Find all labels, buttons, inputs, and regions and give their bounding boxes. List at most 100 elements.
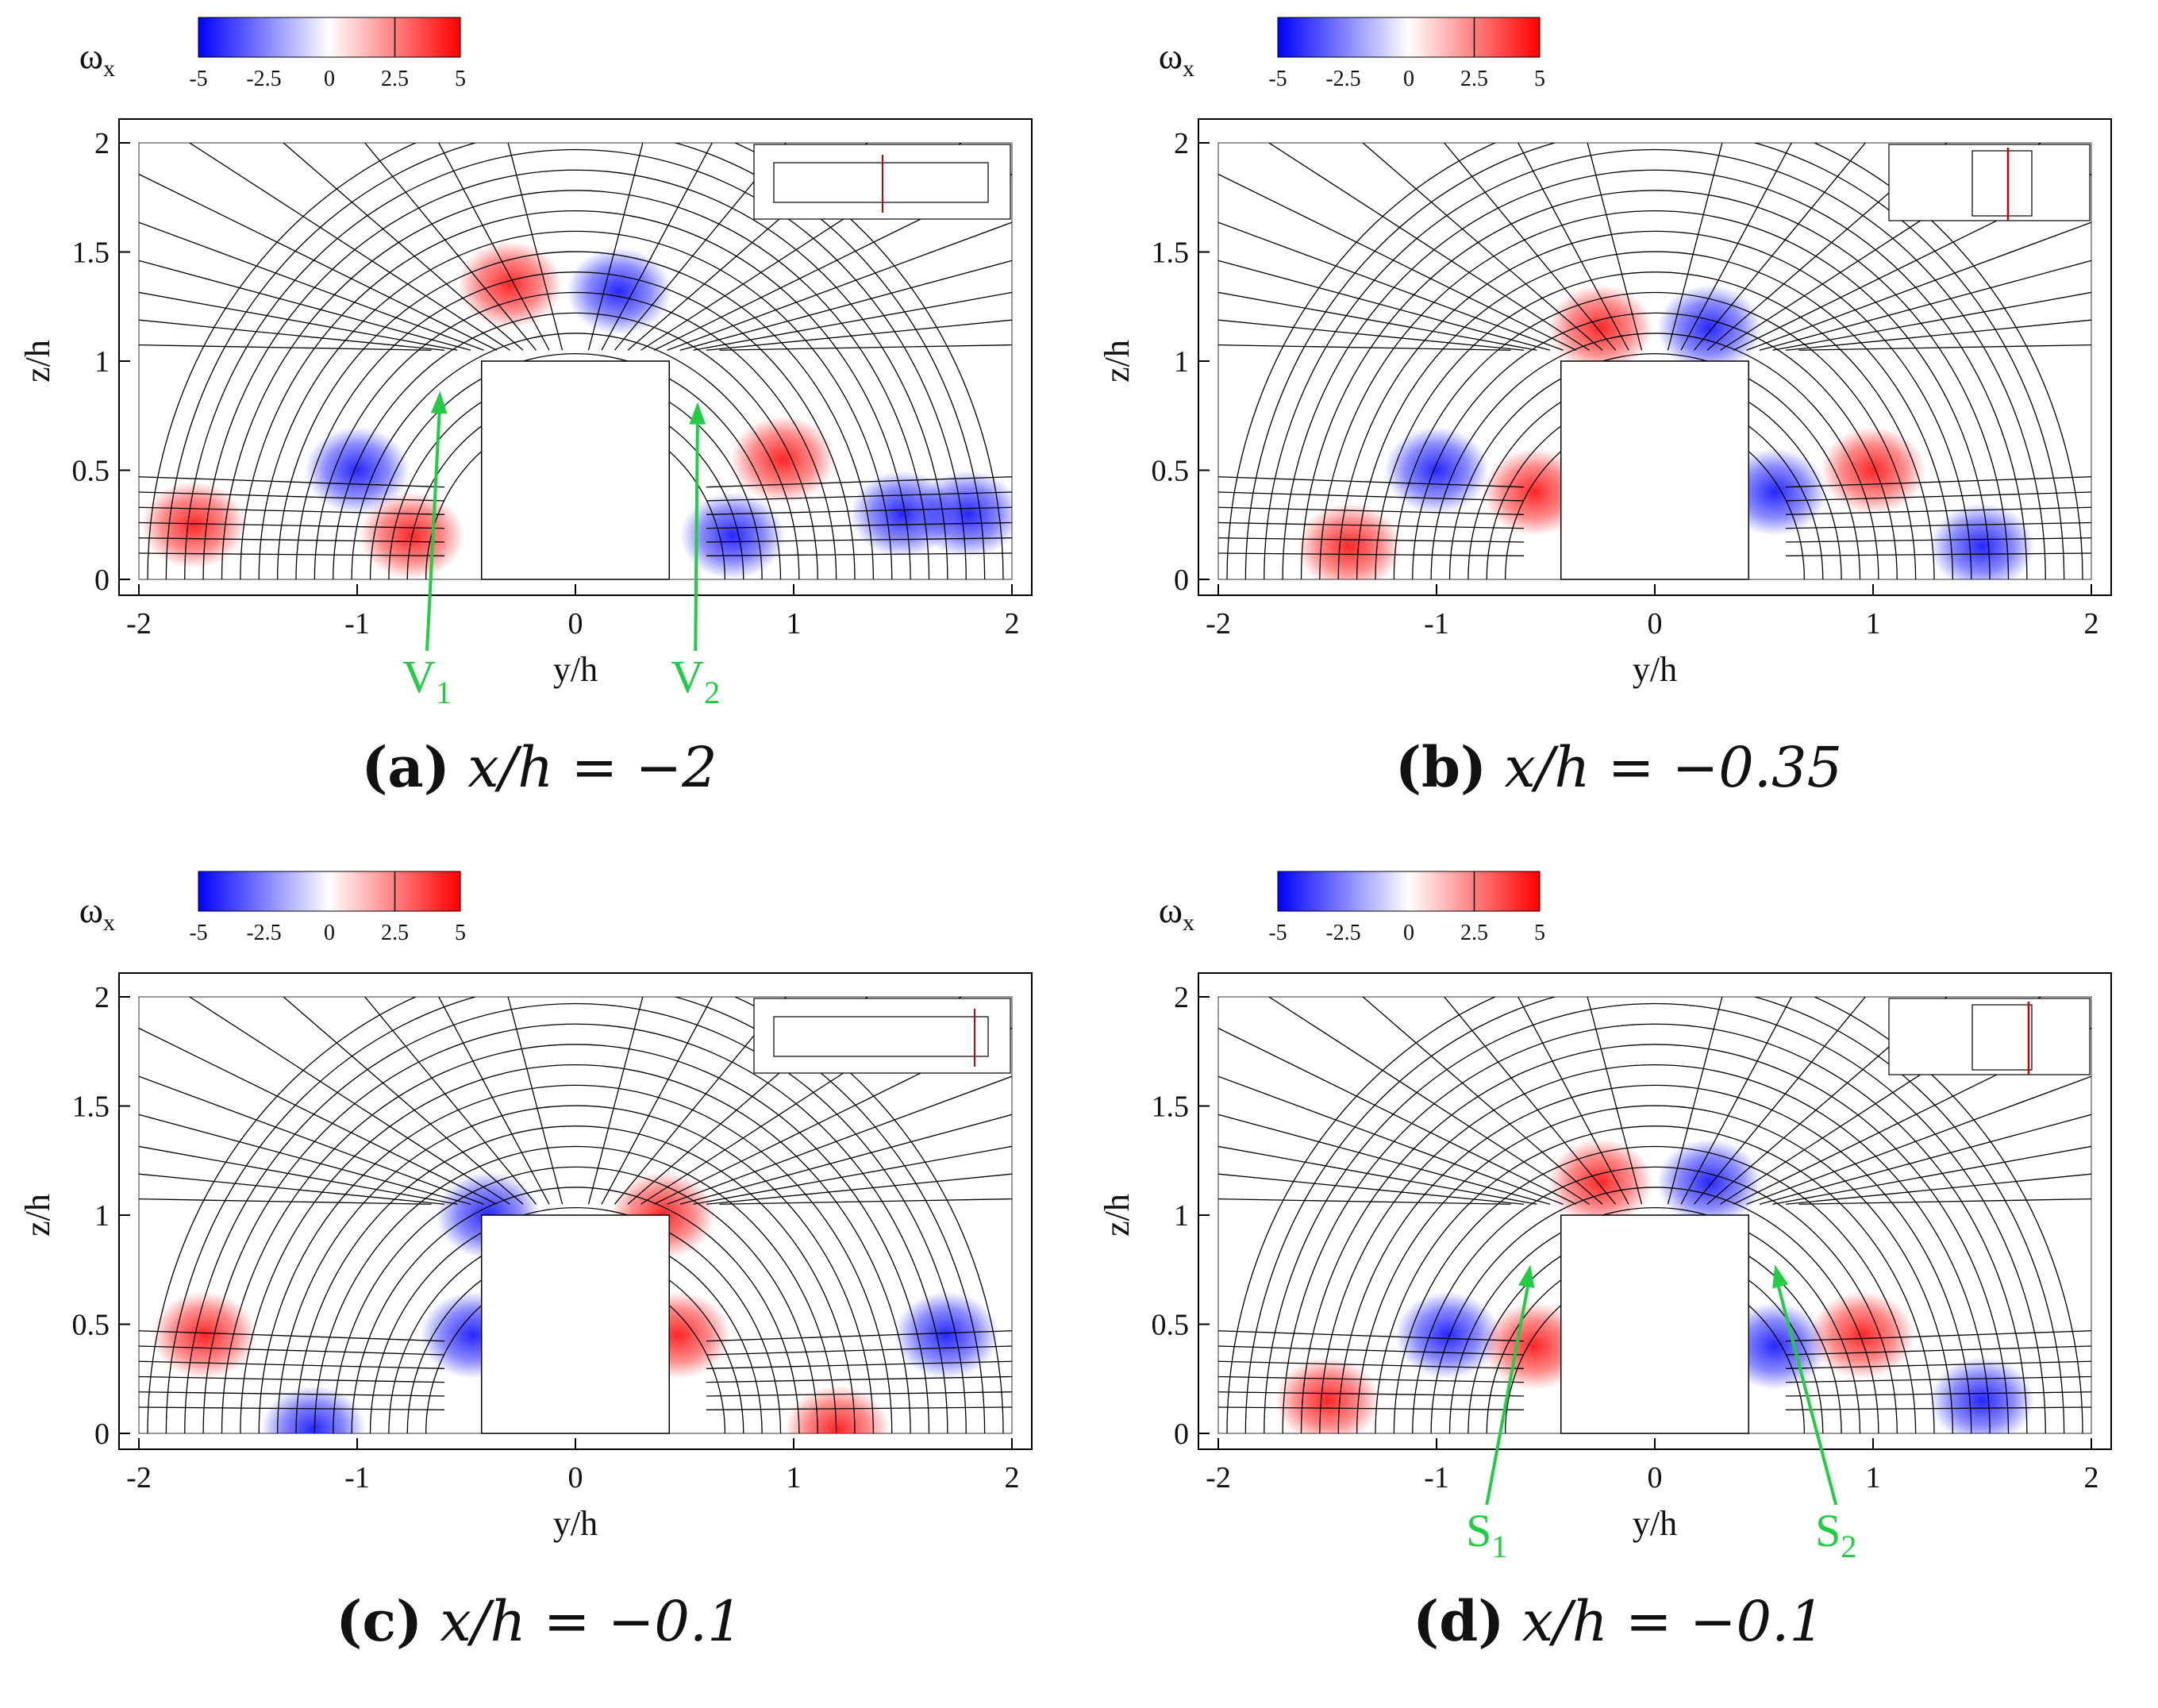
- obstacle: [1560, 1214, 1749, 1434]
- streamline: [1759, 1114, 2091, 1205]
- inset-box: [753, 998, 1011, 1074]
- streamline: [719, 344, 1012, 351]
- annotation-arrow: [1485, 1272, 1533, 1506]
- streamline: [139, 1330, 445, 1342]
- streamline: [1375, 271, 1935, 579]
- streamline: [1267, 997, 1590, 1205]
- streamline: [1264, 1002, 2046, 1433]
- colorbar-tick-label: -2.5: [1325, 921, 1360, 945]
- colorbar-label-subscript: x: [1183, 910, 1194, 936]
- streamline: [587, 143, 644, 351]
- streamline: [1706, 143, 1948, 351]
- streamline: [1587, 997, 1643, 1205]
- streamline: [139, 1345, 445, 1356]
- x-tick-label: 2: [2084, 607, 2099, 640]
- x-tick-label: 0: [568, 1461, 583, 1494]
- streamline: [240, 1064, 911, 1433]
- streamline: [1218, 260, 1551, 351]
- y-tick-label: 2: [94, 981, 110, 1014]
- streamline: [1218, 1027, 1577, 1205]
- streamline: [1218, 491, 1525, 502]
- streamline: [706, 1360, 1012, 1369]
- streamline: [1667, 143, 1723, 351]
- streamline: [333, 312, 818, 579]
- streamline: [184, 148, 967, 579]
- colorbar-tick-label: -5: [1268, 67, 1287, 91]
- streamline: [1785, 1391, 2091, 1397]
- annotation-arrow: [1773, 1271, 1838, 1506]
- streamline: [706, 1391, 1012, 1397]
- panel-d-plot: ωx -5 -2.5 0 2.5 5 -2 -1 0 1 2 0 0.5 1 1.5 2 y/h z/h S1 S2: [1098, 871, 2112, 1564]
- streamline: [706, 1173, 1012, 1205]
- x-tick-label: 1: [1866, 1461, 1881, 1494]
- streamline: [1226, 143, 2083, 579]
- streamline: [1667, 997, 1723, 1205]
- colorbar: [198, 871, 461, 912]
- panel-b-caption: (b) x/h = −0.35: [1079, 734, 2158, 800]
- x-axis-label: y/h: [1633, 1504, 1677, 1543]
- inset-obstacle: [1971, 150, 2033, 217]
- streamline: [706, 1406, 1012, 1410]
- streamline: [202, 169, 948, 579]
- y-axis-label: z/h: [1098, 340, 1137, 383]
- streamline: [1282, 1023, 2028, 1433]
- colorbar-tick-label: -5: [1268, 921, 1287, 945]
- panel-a-label: (a): [361, 734, 450, 800]
- colorbar-tick-label: 2.5: [381, 921, 409, 945]
- annotation-label: S2: [1815, 1505, 1856, 1564]
- x-tick-label: -2: [1206, 1461, 1231, 1494]
- streamline: [706, 491, 1012, 502]
- y-tick-label: 0: [94, 1418, 110, 1451]
- streamline: [1218, 1173, 1525, 1205]
- annotation-arrowhead: [1518, 1264, 1535, 1289]
- y-tick-label: 2: [94, 127, 110, 160]
- inset-obstacle: [773, 1016, 989, 1057]
- streamline: [1218, 521, 1525, 529]
- streamline: [139, 1360, 445, 1369]
- streamline: [1362, 143, 1603, 351]
- streamline: [283, 997, 524, 1205]
- vorticity-region-negative: [1929, 502, 2035, 579]
- streamline: [364, 997, 537, 1205]
- streamline: [1362, 997, 1603, 1205]
- vorticity-region-positive: [1275, 1356, 1380, 1433]
- x-axis-label: y/h: [553, 1504, 598, 1543]
- annotation-arrowhead: [1772, 1264, 1789, 1289]
- streamline: [1218, 173, 1577, 351]
- streamline: [139, 506, 445, 515]
- panel-c-equation: x/h = −0.1: [440, 1589, 743, 1654]
- streamline: [1785, 491, 2091, 502]
- streamline: [333, 1166, 818, 1433]
- x-tick-label: -1: [1424, 1461, 1449, 1494]
- streamline: [1798, 1198, 2091, 1205]
- streamline: [139, 260, 471, 351]
- streamline: [1218, 1330, 1525, 1342]
- vorticity-region-negative: [261, 1385, 366, 1433]
- colorbar-tick-label: -5: [189, 67, 207, 91]
- streamline: [667, 221, 1012, 351]
- annotation-label-subscript: 2: [1841, 1529, 1856, 1564]
- streamline: [1218, 1345, 1525, 1356]
- streamline: [139, 1375, 445, 1383]
- streamline: [1443, 143, 1617, 351]
- streamline: [1759, 260, 2091, 351]
- streamline: [1218, 1075, 1564, 1205]
- annotation-label-subscript: 1: [436, 675, 452, 710]
- streamline: [1226, 997, 2083, 1433]
- streamline: [165, 997, 986, 1433]
- streamline: [1785, 1360, 2091, 1369]
- vorticity-region-positive: [152, 1291, 257, 1379]
- colorbar-label-subscript: x: [103, 910, 115, 936]
- streamline: [1746, 1075, 2091, 1205]
- streamline: [706, 537, 1012, 543]
- streamline: [240, 210, 911, 579]
- colorbar-tick-label: 5: [455, 921, 466, 945]
- obstacle: [481, 360, 670, 580]
- streamline: [1218, 1114, 1551, 1205]
- streamline: [202, 1023, 948, 1433]
- y-tick-label: 1: [1174, 345, 1189, 379]
- streamline: [679, 260, 1012, 351]
- colorbar-tick-label: 0: [1403, 921, 1414, 945]
- panel-c-plot: ωx -5 -2.5 0 2.5 5 -2 -1 0 1 2 0 0.5 1 1.5 2 y/h z/h: [18, 871, 1033, 1543]
- streamline: [1218, 537, 1525, 543]
